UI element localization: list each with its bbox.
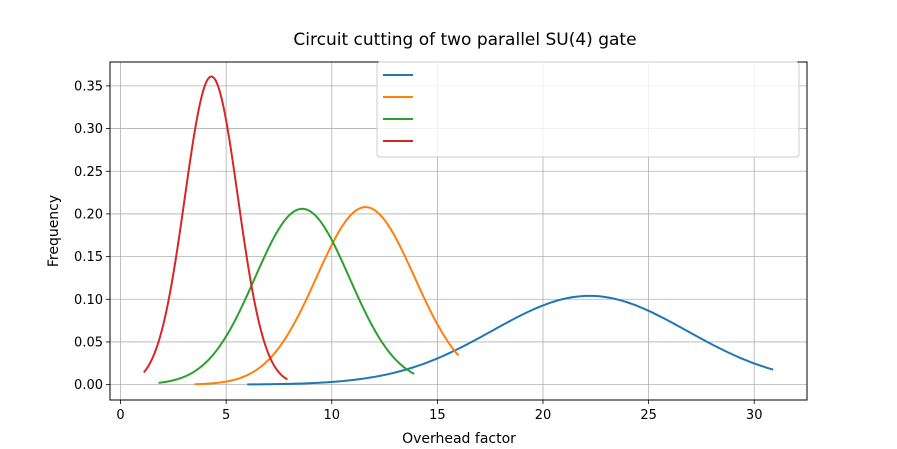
- y-tick-label: 0.35: [74, 79, 103, 94]
- chart-title: Circuit cutting of two parallel SU(4) ga…: [293, 30, 636, 50]
- y-tick-label: 0.20: [74, 207, 103, 222]
- y-tick-label: 0.00: [74, 378, 103, 393]
- y-axis-label: Frequency: [46, 195, 62, 267]
- series-line-2: [158, 207, 415, 384]
- y-tick-label: 0.30: [74, 122, 103, 137]
- y-tick-label: 0.05: [74, 335, 103, 350]
- x-tick-label: 15: [429, 408, 446, 423]
- series-line-3: [143, 75, 288, 381]
- y-tick-label: 0.15: [74, 250, 103, 265]
- series-line-0: [247, 294, 774, 386]
- y-tick-label: 0.10: [74, 293, 103, 308]
- x-tick-label: 30: [746, 408, 763, 423]
- x-tick-label: 0: [116, 408, 124, 423]
- x-tick-label: 10: [323, 408, 340, 423]
- x-tick-label: 25: [640, 408, 657, 423]
- legend-box: [376, 61, 800, 158]
- series-group: [143, 75, 774, 386]
- ticks: 0 5 10 15 20 25 30 0.00 0.05 0.10 0.15 0.20 0.25 0.30…: [74, 79, 762, 423]
- series-line-1: [194, 206, 460, 386]
- x-tick-label: 5: [222, 408, 230, 423]
- y-tick-label: 0.25: [74, 165, 103, 180]
- x-axis-label: Overhead factor: [402, 431, 516, 447]
- legend: [376, 61, 800, 158]
- x-tick-label: 20: [535, 408, 552, 423]
